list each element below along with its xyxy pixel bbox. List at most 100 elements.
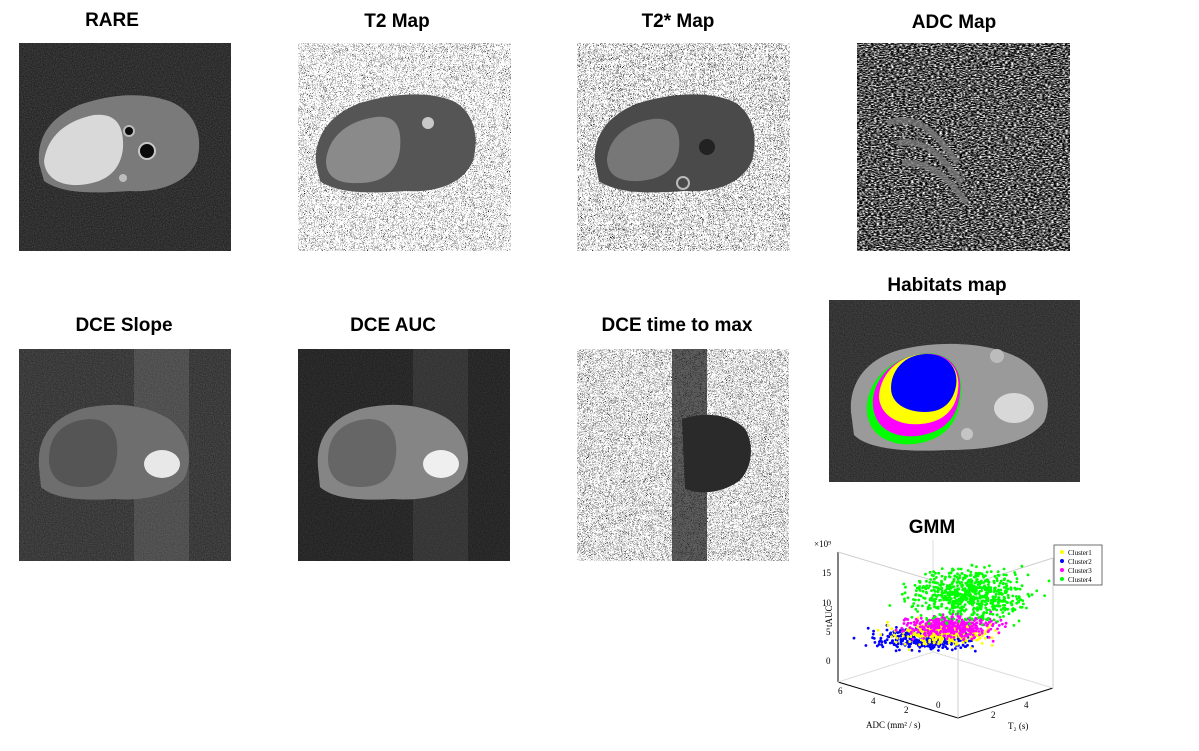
gmm-z-tick-5: 5 bbox=[826, 627, 831, 637]
gmm-point-cluster4 bbox=[934, 594, 937, 597]
gmm-point-cluster4 bbox=[979, 605, 983, 609]
gmm-point-cluster4 bbox=[989, 588, 993, 592]
gmm-point-cluster4 bbox=[951, 601, 955, 605]
gmm-x-tick-4: 4 bbox=[871, 696, 876, 706]
gmm-point-cluster4 bbox=[947, 601, 951, 605]
gmm-point-cluster4 bbox=[949, 593, 953, 596]
gmm-point-cluster4 bbox=[933, 590, 937, 593]
gmm-point-cluster3 bbox=[929, 626, 933, 630]
gmm-point-cluster2 bbox=[959, 646, 963, 649]
gmm-point-cluster4 bbox=[996, 570, 1000, 574]
gmm-point-cluster4 bbox=[992, 590, 996, 594]
gmm-point-cluster4 bbox=[998, 604, 1002, 608]
gmm-point-cluster1 bbox=[938, 636, 942, 639]
gmm-point-cluster4 bbox=[965, 574, 969, 578]
adc-map-title: ADC Map bbox=[911, 12, 997, 33]
gmm-point-cluster2 bbox=[904, 637, 908, 641]
gmm-point-cluster4 bbox=[922, 596, 925, 600]
gmm-point-cluster4 bbox=[969, 585, 973, 589]
gmm-z-tick-0: 0 bbox=[826, 656, 831, 666]
gmm-point-cluster4 bbox=[1015, 587, 1019, 591]
gmm-point-cluster4 bbox=[1002, 582, 1005, 585]
gmm-point-cluster4 bbox=[928, 570, 932, 574]
gmm-point-cluster3 bbox=[908, 626, 912, 629]
gmm-point-cluster4 bbox=[936, 581, 939, 585]
gmm-point-cluster4 bbox=[1003, 589, 1007, 593]
gmm-point-cluster4 bbox=[1006, 579, 1010, 583]
gmm-point-cluster4 bbox=[1014, 595, 1018, 598]
gmm-point-cluster3 bbox=[958, 628, 962, 632]
gmm-point-cluster3 bbox=[914, 617, 918, 621]
gmm-point-cluster3 bbox=[937, 618, 941, 621]
gmm-point-cluster4 bbox=[1015, 597, 1019, 601]
gmm-point-cluster3 bbox=[932, 620, 936, 624]
gmm-point-cluster3 bbox=[909, 632, 913, 635]
gmm-point-cluster2 bbox=[885, 638, 889, 642]
gmm-point-cluster3 bbox=[911, 637, 915, 641]
gmm-point-cluster4 bbox=[914, 607, 918, 611]
gmm-point-cluster4 bbox=[903, 591, 907, 595]
gmm-point-cluster4 bbox=[999, 599, 1003, 603]
gmm-point-cluster4 bbox=[978, 594, 982, 597]
gmm-point-cluster3 bbox=[913, 623, 916, 627]
gmm-point-cluster3 bbox=[986, 630, 990, 634]
gmm-point-cluster4 bbox=[989, 601, 993, 605]
gmm-point-cluster1 bbox=[990, 636, 994, 640]
gmm-point-cluster4 bbox=[944, 590, 947, 594]
gmm-point-cluster4 bbox=[999, 579, 1003, 583]
gmm-point-cluster4 bbox=[956, 605, 960, 609]
gmm-point-cluster4 bbox=[911, 604, 915, 608]
gmm-point-cluster4 bbox=[1020, 564, 1024, 568]
t2-map-image bbox=[298, 43, 511, 251]
gmm-point-cluster4 bbox=[988, 612, 992, 616]
gmm-point-cluster1 bbox=[890, 635, 893, 639]
gmm-point-cluster3 bbox=[949, 635, 953, 639]
gmm-point-cluster3 bbox=[988, 620, 991, 624]
gmm-point-cluster4 bbox=[910, 615, 914, 619]
gmm-point-cluster3 bbox=[894, 628, 898, 632]
gmm-point-cluster4 bbox=[1030, 593, 1034, 597]
gmm-point-cluster1 bbox=[908, 648, 911, 652]
gmm-point-cluster4 bbox=[990, 599, 993, 602]
gmm-point-cluster2 bbox=[899, 640, 903, 644]
gmm-point-cluster4 bbox=[938, 583, 942, 587]
gmm-point-cluster4 bbox=[997, 601, 1000, 605]
gmm-point-cluster4 bbox=[960, 606, 964, 609]
gmm-point-cluster2 bbox=[898, 648, 901, 652]
gmm-point-cluster2 bbox=[942, 643, 945, 647]
gmm-point-cluster4 bbox=[981, 586, 985, 590]
gmm-point-cluster3 bbox=[966, 633, 970, 636]
gmm-point-cluster4 bbox=[943, 577, 947, 581]
gmm-point-cluster4 bbox=[940, 602, 944, 606]
gmm-point-cluster3 bbox=[904, 617, 907, 621]
gmm-point-cluster4 bbox=[940, 618, 944, 621]
gmm-point-cluster3 bbox=[949, 631, 953, 635]
gmm-point-cluster3 bbox=[953, 621, 957, 625]
gmm-point-cluster4 bbox=[933, 577, 936, 581]
gmm-point-cluster3 bbox=[906, 621, 910, 625]
gmm-point-cluster4 bbox=[1003, 577, 1007, 581]
gmm-point-cluster4 bbox=[984, 606, 988, 610]
gmm-point-cluster4 bbox=[921, 604, 924, 608]
gmm-point-cluster4 bbox=[938, 599, 941, 602]
gmm-point-cluster4 bbox=[940, 591, 944, 594]
gmm-point-cluster4 bbox=[967, 588, 971, 591]
gmm-point-cluster4 bbox=[972, 601, 976, 605]
gmm-point-cluster1 bbox=[914, 633, 918, 636]
gmm-point-cluster4 bbox=[994, 595, 997, 599]
gmm-point-cluster4 bbox=[945, 622, 949, 625]
gmm-point-cluster4 bbox=[1004, 607, 1008, 611]
gmm-point-cluster2 bbox=[915, 639, 919, 643]
gmm-point-cluster4 bbox=[992, 618, 996, 622]
gmm-point-cluster4 bbox=[925, 617, 928, 620]
gmm-point-cluster4 bbox=[959, 595, 963, 599]
gmm-point-cluster4 bbox=[979, 579, 983, 583]
gmm-point-cluster4 bbox=[948, 608, 952, 612]
gmm-point-cluster4 bbox=[1015, 601, 1019, 605]
gmm-point-cluster3 bbox=[971, 633, 975, 637]
gmm-point-cluster3 bbox=[968, 618, 971, 622]
gmm-point-cluster4 bbox=[976, 613, 979, 616]
rare-image bbox=[19, 43, 231, 251]
gmm-point-cluster4 bbox=[906, 596, 910, 600]
gmm-point-cluster3 bbox=[948, 628, 952, 632]
